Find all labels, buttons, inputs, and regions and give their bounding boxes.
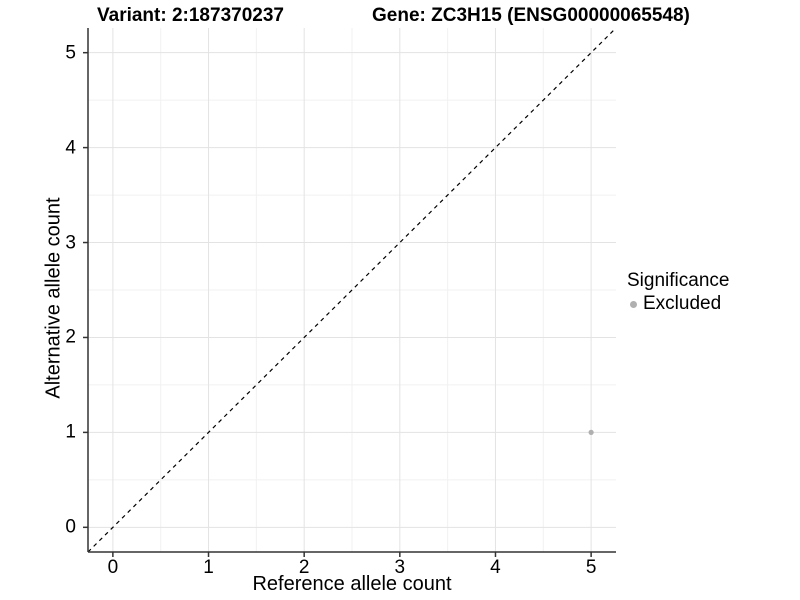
- legend: Significance Excluded: [627, 270, 729, 315]
- variant-title: Variant: 2:187370237: [97, 5, 284, 26]
- x-tick-label: 1: [203, 557, 214, 578]
- identity-dashed-line: [87, 27, 617, 553]
- y-tick-label: 0: [65, 516, 76, 538]
- y-tick-label: 5: [65, 42, 76, 64]
- y-axis-label: Alternative allele count: [42, 197, 65, 399]
- y-tick-label: 4: [65, 137, 76, 159]
- y-tick-label: 2: [65, 326, 76, 348]
- y-tick-label: 1: [65, 421, 76, 443]
- legend-title: Significance: [627, 270, 730, 291]
- x-axis-label: Reference allele count: [252, 573, 452, 595]
- legend-point-icon: [630, 300, 637, 308]
- gene-title: Gene: ZC3H15 (ENSG00000065548): [372, 5, 690, 26]
- x-tick-label: 3: [394, 557, 406, 578]
- x-tick-label: 0: [107, 557, 119, 578]
- x-tick-label: 2: [298, 557, 310, 578]
- legend-item-label: Excluded: [643, 293, 722, 314]
- data-point: [588, 429, 594, 435]
- y-tick-label: 3: [65, 232, 76, 254]
- legend-item: Excluded: [627, 293, 729, 315]
- x-tick-label: 5: [585, 557, 597, 578]
- x-tick-label: 4: [490, 557, 501, 578]
